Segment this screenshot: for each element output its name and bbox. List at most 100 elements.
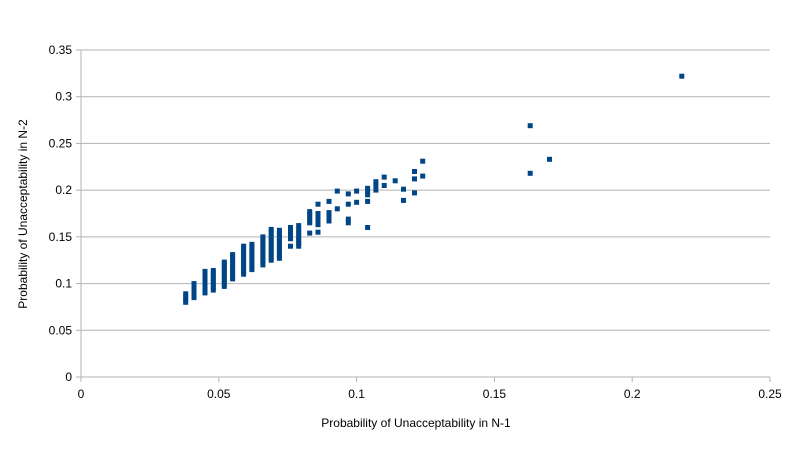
data-point (260, 251, 266, 257)
data-point (401, 186, 406, 192)
data-point (230, 262, 236, 268)
data-point (221, 283, 227, 289)
data-point (249, 261, 255, 267)
data-point (241, 268, 247, 274)
data-point (260, 242, 266, 248)
data-point (307, 211, 313, 217)
data-point (221, 272, 227, 278)
data-point (315, 213, 321, 219)
data-point (268, 229, 274, 235)
data-point (547, 156, 552, 162)
tick-labels: 0 0.05 0.1 0.15 0.2 0.25 0.3 0.35 0 0.05 0.1 0.15 0.… (49, 43, 782, 401)
data-point (260, 259, 266, 265)
data-point (191, 283, 197, 289)
data-point (202, 290, 208, 296)
data-point (365, 192, 371, 198)
data-point (307, 230, 313, 236)
data-point (326, 215, 332, 221)
data-point (288, 227, 293, 233)
data-point (288, 225, 293, 230)
data-point (202, 279, 208, 285)
data-point (268, 238, 274, 244)
data-point (326, 218, 332, 224)
data-point (260, 248, 266, 254)
data-point (412, 169, 417, 174)
y-tick-label: 0.3 (55, 90, 72, 104)
data-point (288, 233, 293, 239)
data-point (260, 234, 266, 240)
data-point (381, 174, 387, 180)
x-tick-label: 0.15 (483, 387, 507, 401)
data-point (268, 240, 274, 246)
data-point (365, 185, 371, 191)
data-point (210, 273, 216, 279)
data-point (241, 252, 247, 258)
data-point (241, 257, 247, 263)
data-point (268, 257, 274, 263)
data-point (296, 223, 302, 229)
data-point (296, 232, 302, 238)
data-point (326, 212, 332, 218)
data-point (260, 237, 266, 243)
data-point (296, 243, 302, 249)
data-point (241, 254, 247, 260)
data-point (241, 260, 247, 266)
data-point (210, 282, 216, 287)
data-point (268, 232, 274, 238)
data-point (241, 266, 247, 272)
data-point (221, 281, 227, 287)
data-point (221, 264, 227, 270)
data-point (268, 252, 274, 258)
data-point (276, 239, 282, 244)
data-point (296, 240, 302, 246)
data-point (288, 230, 293, 236)
data-point (276, 236, 282, 242)
data-point (241, 263, 247, 269)
y-axis-title: Probability of Unacceptability in N-2 (16, 119, 30, 309)
data-point (412, 190, 417, 196)
data-point (326, 198, 332, 204)
data-point (260, 256, 266, 262)
data-point (210, 284, 216, 290)
y-tick-label: 0.25 (49, 136, 73, 150)
y-tick-label: 0.35 (49, 43, 73, 57)
data-point (276, 230, 282, 236)
data-point (249, 241, 255, 247)
data-point (202, 287, 208, 293)
x-tick-label: 0 (78, 387, 85, 401)
y-tick-label: 0.1 (55, 277, 72, 291)
data-point (392, 178, 398, 184)
data-point (354, 188, 360, 194)
data-point (191, 286, 197, 292)
data-point (381, 183, 387, 188)
y-tick-label: 0.15 (49, 230, 73, 244)
data-point (249, 244, 255, 250)
data-point (183, 291, 189, 297)
data-point (326, 210, 332, 216)
data-point (210, 270, 216, 276)
data-point (334, 188, 340, 194)
data-point (260, 240, 266, 245)
data-point (268, 249, 274, 255)
axes (76, 49, 771, 382)
data-point (221, 278, 227, 284)
data-point (202, 282, 208, 287)
data-point (191, 281, 197, 287)
data-point (249, 250, 255, 256)
data-point (276, 233, 282, 239)
data-point (365, 198, 371, 204)
data-point (412, 176, 417, 182)
data-point (345, 220, 351, 226)
data-point (527, 170, 533, 176)
x-tick-label: 0.2 (624, 387, 641, 401)
data-point (230, 252, 236, 258)
data-point (296, 229, 302, 235)
data-point (183, 294, 189, 300)
data-point (365, 188, 371, 194)
data-point (420, 158, 426, 164)
data-point (315, 222, 321, 228)
data-point (260, 254, 266, 259)
data-point (268, 243, 274, 249)
data-point (315, 229, 321, 235)
